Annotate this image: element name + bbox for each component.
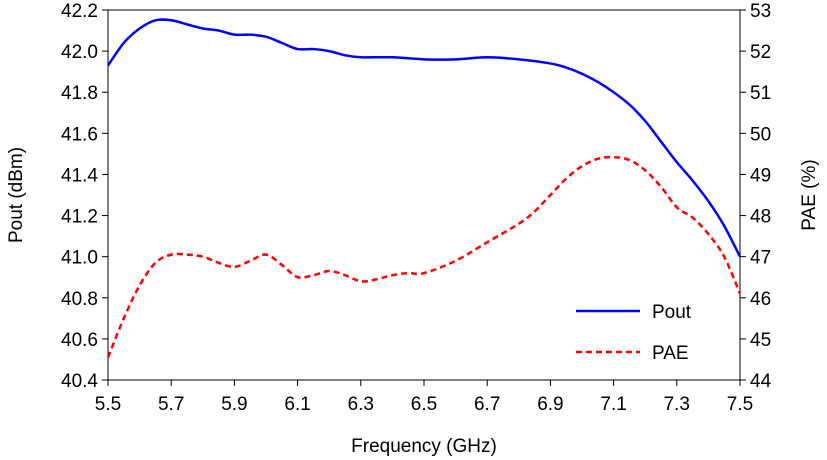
legend-label-pout: Pout [652, 302, 692, 323]
x-tick-label: 6.9 [537, 394, 563, 415]
y-left-tick-label: 41.2 [61, 207, 98, 228]
y-right-tick-label: 53 [750, 1, 771, 22]
legend-label-pae: PAE [652, 343, 689, 364]
x-tick-label: 5.7 [158, 394, 184, 415]
y-right-tick-label: 51 [750, 83, 771, 104]
y-right-tick-label: 44 [750, 371, 772, 392]
series-line-pout [106, 18, 742, 258]
series-line-pae [106, 155, 742, 358]
y-axis-left-label: Pout (dBm) [6, 147, 27, 243]
x-axis-label: Frequency (GHz) [351, 436, 497, 457]
y-left-tick-label: 41.6 [61, 124, 98, 145]
y-axis-right-label: PAE (%) [799, 159, 820, 230]
x-tick-label: 5.9 [221, 394, 247, 415]
x-tick-label: 7.5 [727, 394, 753, 415]
x-tick-label: 7.3 [664, 394, 690, 415]
y-right-tick-label: 52 [750, 42, 771, 63]
y-right-tick-label: 50 [750, 124, 771, 145]
legend-box [562, 290, 732, 372]
y-left-tick-label: 41.0 [61, 248, 98, 269]
y-right-tick-label: 46 [750, 289, 771, 310]
x-tick-label: 6.7 [474, 394, 500, 415]
y-left-tick-label: 40.6 [61, 330, 98, 351]
y-right-tick-label: 48 [750, 207, 771, 228]
y-right-tick-label: 47 [750, 248, 771, 269]
series-lines [106, 18, 742, 358]
y-left-tick-label: 41.4 [61, 165, 98, 186]
x-tick-label: 6.5 [411, 394, 437, 415]
y-left-tick-label: 40.4 [61, 371, 98, 392]
y-right-tick-label: 49 [750, 165, 771, 186]
x-axis: 5.5 5.7 5.9 6.1 6.3 6.5 6.7 6.9 7.1 7.3 7.5 [95, 380, 753, 415]
y-left-tick-label: 40.8 [61, 289, 98, 310]
x-tick-label: 6.1 [284, 394, 310, 415]
y-left-tick-label: 41.8 [61, 83, 98, 104]
x-tick-label: 7.1 [600, 394, 626, 415]
legend: Pout PAE [562, 290, 732, 372]
y-axis-left: 40.4 40.6 40.8 41.0 41.2 41.4 41.6 41.8 42.0 42.2 [61, 1, 108, 392]
x-tick-label: 6.3 [348, 394, 374, 415]
y-left-tick-label: 42.0 [61, 42, 98, 63]
x-tick-label: 5.5 [95, 394, 121, 415]
y-right-tick-label: 45 [750, 330, 771, 351]
y-axis-right: 44 45 46 47 48 49 50 51 52 53 [740, 1, 772, 392]
y-left-tick-label: 42.2 [61, 1, 98, 22]
